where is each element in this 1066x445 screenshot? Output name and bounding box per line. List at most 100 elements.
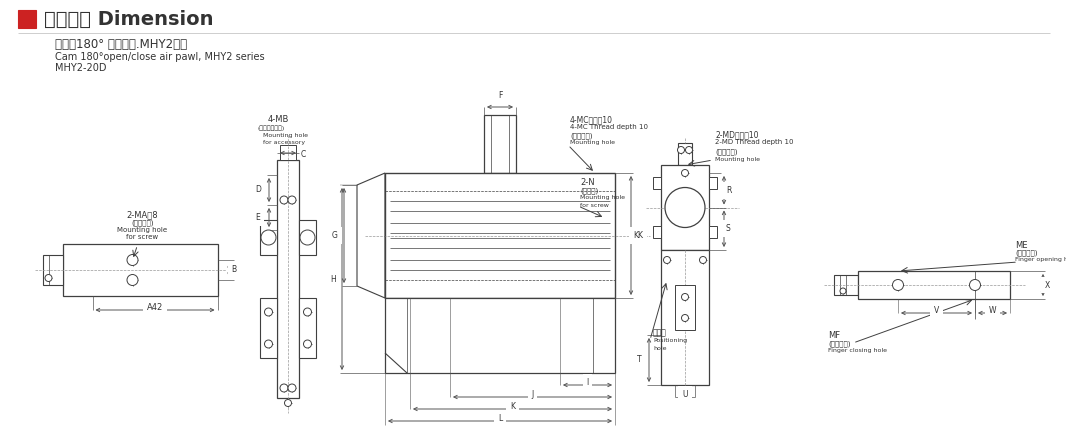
Text: (安装附件螺孔): (安装附件螺孔) bbox=[258, 125, 286, 130]
Text: D: D bbox=[255, 186, 261, 194]
Bar bbox=[63, 244, 217, 296]
Circle shape bbox=[280, 384, 288, 392]
Text: Positioning: Positioning bbox=[653, 338, 688, 343]
Text: 2-MD Thread depth 10: 2-MD Thread depth 10 bbox=[715, 139, 793, 145]
Bar bbox=[298, 220, 316, 255]
Bar bbox=[834, 275, 858, 295]
Bar bbox=[678, 143, 692, 165]
Text: S: S bbox=[726, 224, 731, 233]
Text: (手指开孔): (手指开孔) bbox=[1015, 249, 1037, 255]
Circle shape bbox=[288, 384, 296, 392]
Circle shape bbox=[665, 187, 705, 227]
Text: (手指闭孔): (手指闭孔) bbox=[828, 340, 851, 347]
Circle shape bbox=[892, 279, 904, 291]
Text: (安装螺孔): (安装螺孔) bbox=[570, 132, 593, 138]
Text: (安装螺孔): (安装螺孔) bbox=[131, 219, 154, 226]
Bar bbox=[675, 285, 695, 330]
Circle shape bbox=[840, 288, 846, 294]
Text: 外型尺寸 Dimension: 外型尺寸 Dimension bbox=[44, 10, 213, 29]
Text: Mounting hole: Mounting hole bbox=[570, 140, 615, 145]
Circle shape bbox=[127, 275, 138, 286]
Circle shape bbox=[264, 308, 273, 316]
Bar bbox=[18, 10, 36, 28]
Text: F: F bbox=[498, 91, 502, 100]
Text: 4-MC Thread depth 10: 4-MC Thread depth 10 bbox=[570, 124, 648, 130]
Text: for accessory: for accessory bbox=[263, 140, 305, 145]
Text: hole: hole bbox=[653, 346, 666, 351]
Text: 凸轮式180° 开闭气爪.MHY2系列: 凸轮式180° 开闭气爪.MHY2系列 bbox=[55, 38, 188, 51]
Circle shape bbox=[969, 279, 981, 291]
Text: I: I bbox=[586, 378, 588, 387]
Text: B: B bbox=[231, 266, 237, 275]
Circle shape bbox=[304, 340, 311, 348]
Bar bbox=[385, 298, 615, 373]
Bar bbox=[277, 160, 298, 398]
Bar bbox=[709, 226, 717, 238]
Text: Finger closing hole: Finger closing hole bbox=[828, 348, 887, 353]
Text: 2-MA深8: 2-MA深8 bbox=[127, 210, 159, 219]
Text: Mounting hole: Mounting hole bbox=[715, 157, 760, 162]
Bar bbox=[661, 250, 709, 385]
Bar bbox=[709, 177, 717, 189]
Text: T: T bbox=[637, 356, 642, 364]
Text: 4-MB: 4-MB bbox=[268, 115, 289, 124]
Circle shape bbox=[663, 256, 671, 263]
Circle shape bbox=[681, 315, 689, 321]
Text: 定位孔: 定位孔 bbox=[653, 328, 667, 337]
Text: J: J bbox=[531, 390, 534, 399]
Text: (安装孔): (安装孔) bbox=[580, 187, 598, 194]
Circle shape bbox=[264, 340, 273, 348]
Circle shape bbox=[699, 256, 707, 263]
Text: W: W bbox=[989, 306, 997, 315]
Bar bbox=[653, 226, 661, 238]
Circle shape bbox=[685, 146, 693, 154]
Bar bbox=[43, 255, 63, 285]
Text: L: L bbox=[498, 414, 502, 423]
Bar bbox=[385, 173, 615, 298]
Text: R: R bbox=[726, 186, 731, 195]
Text: K: K bbox=[510, 402, 515, 411]
Bar bbox=[858, 271, 1010, 299]
Bar bbox=[280, 145, 296, 160]
Circle shape bbox=[127, 255, 138, 266]
Text: MHY2-20D: MHY2-20D bbox=[55, 63, 107, 73]
Text: ME: ME bbox=[1015, 241, 1028, 250]
Circle shape bbox=[288, 196, 296, 204]
Circle shape bbox=[285, 400, 291, 406]
Text: Mounting hole: Mounting hole bbox=[580, 195, 625, 200]
Text: C: C bbox=[301, 150, 306, 159]
Text: E: E bbox=[255, 213, 260, 222]
Text: U: U bbox=[682, 390, 688, 399]
Circle shape bbox=[261, 230, 276, 245]
Text: KK: KK bbox=[633, 231, 643, 240]
Text: G: G bbox=[332, 231, 338, 240]
Circle shape bbox=[45, 275, 52, 282]
Text: for screw: for screw bbox=[580, 203, 609, 208]
Bar bbox=[653, 177, 661, 189]
Circle shape bbox=[681, 294, 689, 300]
Bar bbox=[661, 165, 709, 250]
Text: A42: A42 bbox=[147, 303, 163, 312]
Bar bbox=[298, 298, 316, 358]
Bar bbox=[260, 298, 277, 358]
Text: 4-MC螺纹深10: 4-MC螺纹深10 bbox=[570, 115, 613, 124]
Circle shape bbox=[678, 146, 684, 154]
Text: V: V bbox=[934, 306, 939, 315]
Text: Mounting hole: Mounting hole bbox=[263, 133, 308, 138]
Circle shape bbox=[681, 170, 689, 177]
Bar bbox=[484, 115, 516, 173]
Text: Finger opening hole: Finger opening hole bbox=[1015, 257, 1066, 262]
Text: 2-N: 2-N bbox=[580, 178, 595, 187]
Text: H: H bbox=[330, 275, 336, 283]
Text: (安装螺孔): (安装螺孔) bbox=[715, 148, 738, 154]
Circle shape bbox=[280, 196, 288, 204]
Text: for screw: for screw bbox=[127, 234, 159, 240]
Circle shape bbox=[300, 230, 314, 245]
Text: X: X bbox=[1045, 280, 1050, 290]
Text: 2-MD螺纹深10: 2-MD螺纹深10 bbox=[715, 130, 759, 139]
Text: MF: MF bbox=[828, 331, 840, 340]
Text: Cam 180°open/close air pawl, MHY2 series: Cam 180°open/close air pawl, MHY2 series bbox=[55, 52, 264, 62]
Circle shape bbox=[304, 308, 311, 316]
Bar bbox=[260, 220, 277, 255]
Text: Mounting hole: Mounting hole bbox=[117, 227, 167, 233]
